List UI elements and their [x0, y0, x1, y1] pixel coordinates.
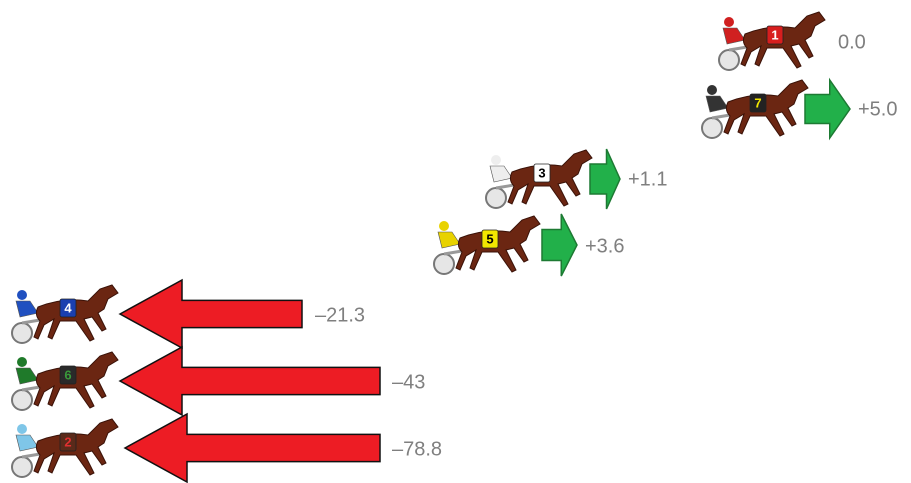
horse-number: 5: [486, 231, 493, 246]
horse-icon: 2: [12, 419, 118, 477]
position-change: +3.6: [585, 235, 624, 257]
sulky-wheel: [719, 50, 739, 70]
sulky-wheel: [702, 118, 722, 138]
loss-arrow: [125, 414, 380, 482]
driver-head: [491, 155, 501, 165]
position-change: –78.8: [392, 438, 442, 460]
driver-body: [438, 232, 460, 248]
horse-row: 6 –43: [12, 347, 425, 415]
loss-arrow: [120, 280, 302, 348]
horse-row: 3 +1.1: [486, 149, 667, 209]
horse-icon: 7: [702, 80, 808, 138]
position-change: –21.3: [315, 304, 365, 326]
driver-head: [17, 424, 27, 434]
loss-arrow: [120, 347, 380, 415]
driver-head: [17, 357, 27, 367]
horse-row: 5 +3.6: [434, 214, 624, 276]
position-change: –43: [392, 371, 425, 393]
position-change: +5.0: [858, 98, 897, 120]
horse-icon: 1: [719, 12, 825, 70]
horse-row: 4 –21.3: [12, 280, 365, 348]
sulky-wheel: [12, 323, 32, 343]
horse-number: 1: [771, 27, 778, 42]
driver-body: [16, 435, 38, 451]
horse-icon: 4: [12, 285, 118, 343]
sulky-wheel: [486, 188, 506, 208]
sulky-wheel: [12, 457, 32, 477]
driver-head: [707, 85, 717, 95]
driver-body: [16, 368, 38, 384]
horse-icon: 5: [434, 216, 540, 274]
horse-icon: 3: [486, 150, 592, 208]
gain-arrow: [805, 80, 850, 138]
horse-number: 7: [754, 95, 761, 110]
driver-body: [706, 96, 728, 112]
horse-number: 6: [64, 367, 71, 382]
driver-body: [490, 166, 512, 182]
gain-arrow: [542, 214, 577, 276]
driver-body: [723, 28, 745, 44]
sulky-wheel: [434, 254, 454, 274]
driver-head: [17, 290, 27, 300]
position-change: 0.0: [838, 31, 866, 53]
horse-row: 2 –78.8: [12, 414, 442, 482]
horse-icon: 6: [12, 352, 118, 410]
position-change: +1.1: [628, 168, 667, 190]
race-diagram: 10.07+5.03+1.15+3.64–21.36–432–78.8: [0, 0, 911, 483]
driver-head: [724, 17, 734, 27]
driver-body: [16, 301, 38, 317]
sulky-wheel: [12, 390, 32, 410]
horse-number: 2: [64, 434, 71, 449]
gain-arrow: [590, 149, 620, 209]
horse-number: 4: [64, 300, 72, 315]
driver-head: [439, 221, 449, 231]
horse-row: 7 +5.0: [702, 80, 897, 138]
horse-number: 3: [538, 165, 545, 180]
